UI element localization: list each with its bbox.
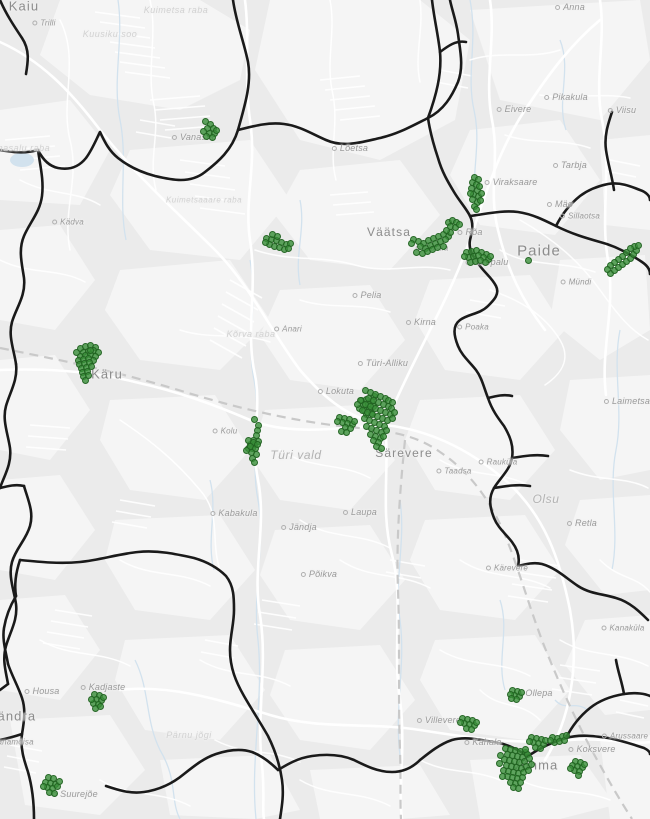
data-point-marker[interactable] (353, 400, 361, 408)
data-point-marker[interactable] (495, 759, 503, 767)
data-point-marker[interactable] (507, 694, 515, 702)
data-point-marker[interactable] (442, 226, 450, 234)
data-point-marker[interactable] (250, 415, 258, 423)
data-point-marker[interactable] (253, 440, 261, 448)
highway-dashed (0, 346, 633, 819)
marsh-hatching (3, 11, 649, 774)
data-point-marker[interactable] (242, 446, 250, 454)
data-point-marker[interactable] (524, 256, 532, 264)
data-point-marker[interactable] (498, 772, 506, 780)
data-point-marker[interactable] (382, 426, 390, 434)
data-point-marker[interactable] (81, 376, 89, 384)
data-point-marker[interactable] (466, 189, 474, 197)
data-point-marker[interactable] (634, 241, 642, 249)
data-point-marker[interactable] (476, 196, 484, 204)
data-point-marker[interactable] (208, 133, 216, 141)
data-point-marker[interactable] (72, 348, 80, 356)
data-point-marker[interactable] (517, 688, 525, 696)
data-point-marker[interactable] (477, 189, 485, 197)
data-point-marker[interactable] (350, 417, 358, 425)
data-point-marker[interactable] (441, 235, 449, 243)
data-point-marker[interactable] (87, 362, 95, 370)
data-point-marker[interactable] (212, 126, 220, 134)
data-point-marker[interactable] (574, 771, 582, 779)
data-point-marker[interactable] (199, 127, 207, 135)
data-point-marker[interactable] (55, 777, 63, 785)
data-point-marker[interactable] (86, 346, 94, 354)
data-point-marker[interactable] (527, 760, 535, 768)
data-point-marker[interactable] (566, 764, 574, 772)
data-point-marker[interactable] (407, 239, 415, 247)
data-point-marker[interactable] (562, 731, 570, 739)
data-point-marker[interactable] (377, 444, 385, 452)
data-point-marker[interactable] (342, 428, 350, 436)
data-point-marker[interactable] (521, 745, 529, 753)
data-point-marker[interactable] (87, 695, 95, 703)
data-point-marker[interactable] (99, 693, 107, 701)
data-point-marker[interactable] (456, 718, 464, 726)
data-point-marker[interactable] (525, 737, 533, 745)
data-point-marker[interactable] (460, 252, 468, 260)
data-point-marker[interactable] (455, 220, 463, 228)
data-point-marker[interactable] (439, 242, 447, 250)
data-point-marker[interactable] (626, 244, 634, 252)
data-point-marker[interactable] (496, 751, 504, 759)
data-point-marker[interactable] (284, 244, 292, 252)
data-point-marker[interactable] (346, 424, 354, 432)
data-point-marker[interactable] (475, 182, 483, 190)
data-point-marker[interactable] (96, 702, 104, 710)
data-point-marker[interactable] (580, 760, 588, 768)
data-point-marker[interactable] (536, 744, 544, 752)
data-point-marker[interactable] (252, 450, 260, 458)
data-point-marker[interactable] (603, 265, 611, 273)
data-point-marker[interactable] (474, 175, 482, 183)
data-point-marker[interactable] (481, 258, 489, 266)
data-point-marker[interactable] (273, 232, 281, 240)
data-point-marker[interactable] (39, 782, 47, 790)
data-point-marker[interactable] (524, 766, 532, 774)
data-point-marker[interactable] (261, 238, 269, 246)
data-point-marker[interactable] (250, 458, 258, 466)
data-point-marker[interactable] (50, 789, 58, 797)
data-point-marker[interactable] (546, 736, 554, 744)
data-point-marker[interactable] (472, 205, 480, 213)
data-point-marker[interactable] (514, 784, 522, 792)
data-point-marker[interactable] (388, 414, 396, 422)
data-point-marker[interactable] (333, 417, 341, 425)
data-point-marker[interactable] (622, 248, 630, 256)
data-point-marker[interactable] (388, 398, 396, 406)
data-point-marker[interactable] (467, 725, 475, 733)
data-point-marker[interactable] (379, 432, 387, 440)
data-point-marker[interactable] (472, 718, 480, 726)
data-point-marker[interactable] (486, 252, 494, 260)
